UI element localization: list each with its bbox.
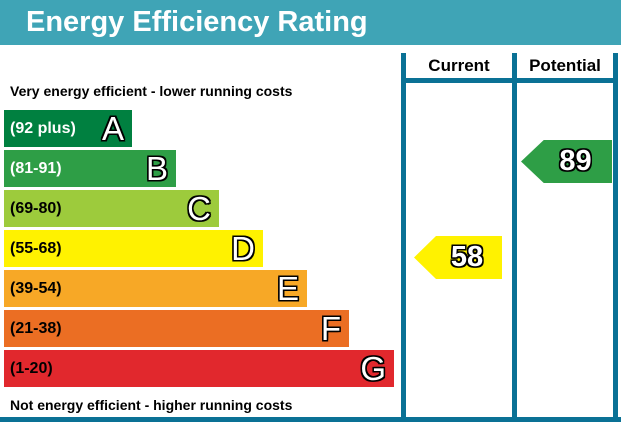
band-e-range: (39-54) — [10, 279, 62, 297]
band-d: (55-68) D — [4, 230, 263, 267]
band-c-range: (69-80) — [10, 199, 62, 217]
band-b-letter: B — [145, 150, 168, 187]
top-caption: Very energy efficient - lower running co… — [10, 83, 293, 99]
potential-column-right-border — [613, 53, 618, 417]
band-d-letter: D — [231, 230, 255, 267]
band-row-c: (69-80) C — [4, 190, 400, 227]
header-underline — [401, 78, 618, 83]
bottom-caption: Not energy efficient - higher running co… — [10, 397, 293, 413]
current-column-left-border — [401, 53, 406, 417]
chart-bottom-border — [0, 417, 621, 422]
potential-column-header: Potential — [529, 55, 601, 75]
band-f-letter: F — [320, 310, 341, 347]
potential-rating-arrow: 89 — [521, 140, 612, 183]
band-a: (92 plus) A — [4, 110, 132, 147]
potential-rating-value: 89 — [559, 145, 592, 177]
band-b-range: (81-91) — [10, 159, 62, 177]
current-column-header: Current — [428, 55, 490, 75]
band-e: (39-54) E — [4, 270, 307, 307]
current-rating-value: 58 — [450, 241, 484, 273]
current-rating-arrow: 58 — [414, 236, 502, 279]
band-e-letter: E — [276, 270, 299, 307]
band-g-range: (1-20) — [10, 359, 53, 377]
band-f: (21-38) F — [4, 310, 349, 347]
band-d-range: (55-68) — [10, 239, 62, 257]
band-a-letter: A — [101, 110, 124, 147]
column-divider-border — [512, 53, 517, 417]
band-row-b: (81-91) B — [4, 150, 400, 187]
band-a-range: (92 plus) — [10, 119, 76, 137]
band-row-e: (39-54) E — [4, 270, 400, 307]
rating-bands: (92 plus) A (81-91) B (69-80) C (55-68) … — [4, 110, 400, 390]
title-bar: Energy Efficiency Rating — [0, 0, 621, 45]
band-row-g: (1-20) G — [4, 350, 400, 387]
band-g-letter: G — [360, 350, 386, 387]
band-row-f: (21-38) F — [4, 310, 400, 347]
band-g: (1-20) G — [4, 350, 394, 387]
page-title: Energy Efficiency Rating — [26, 6, 368, 38]
band-row-d: (55-68) D — [4, 230, 400, 267]
band-c: (69-80) C — [4, 190, 219, 227]
band-row-a: (92 plus) A — [4, 110, 400, 147]
band-f-range: (21-38) — [10, 319, 62, 337]
band-c-letter: C — [187, 190, 211, 227]
band-b: (81-91) B — [4, 150, 176, 187]
